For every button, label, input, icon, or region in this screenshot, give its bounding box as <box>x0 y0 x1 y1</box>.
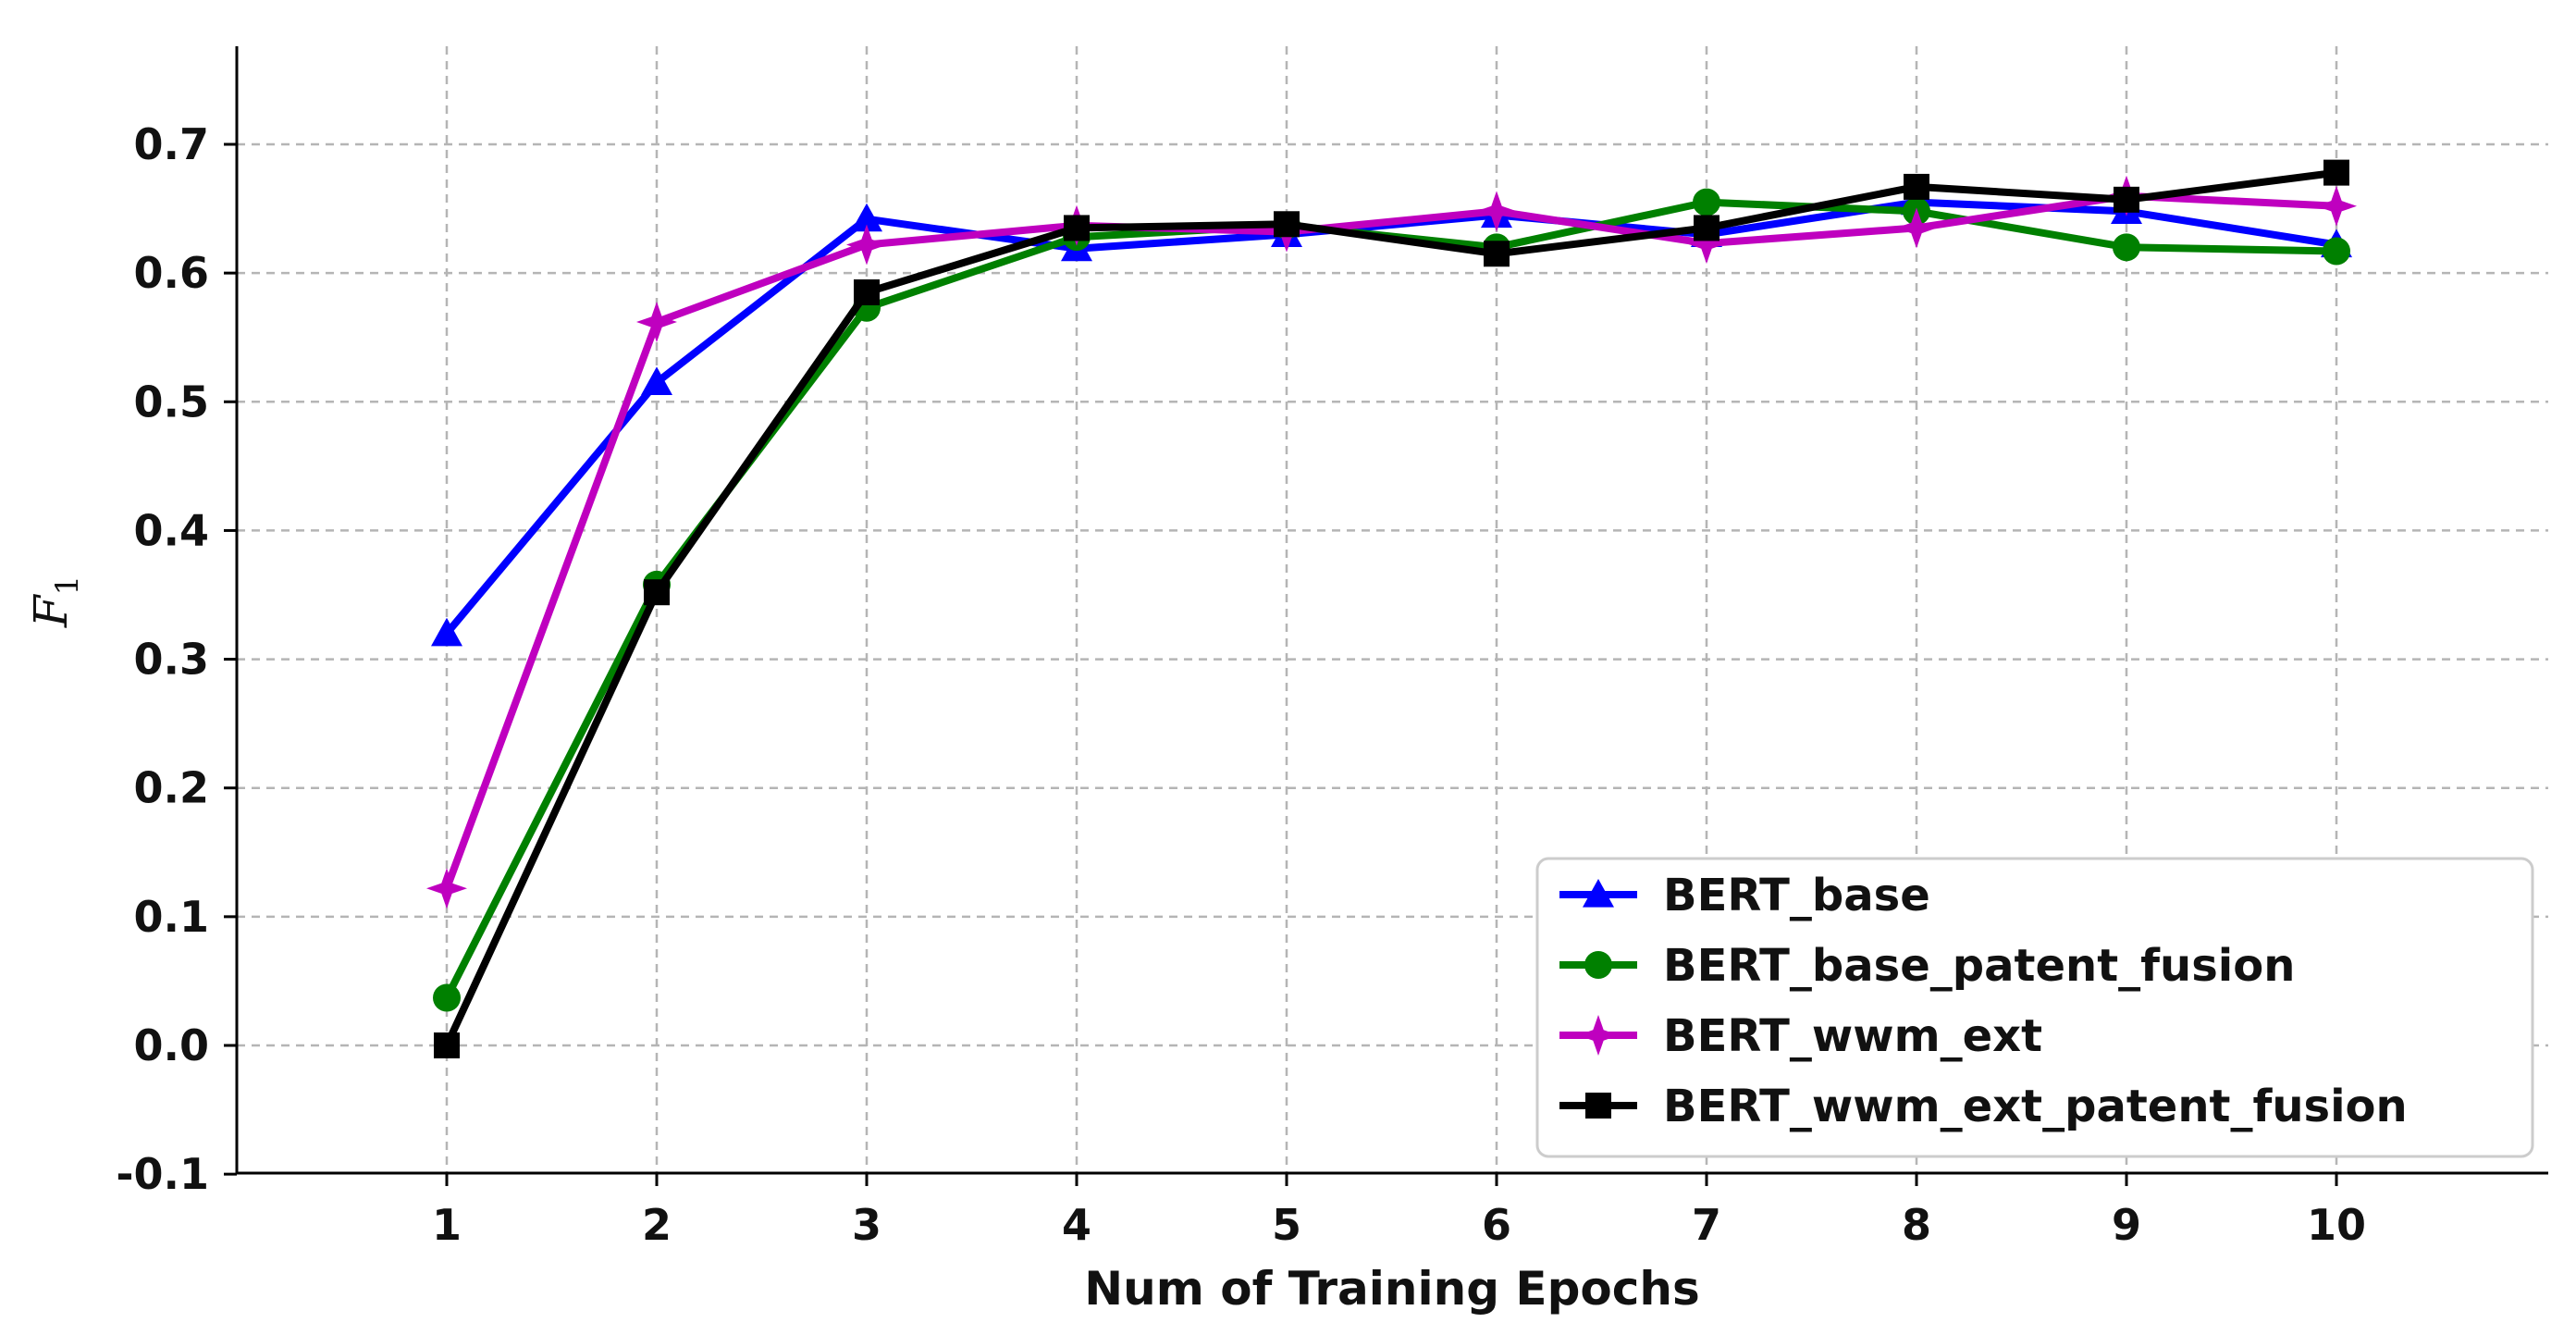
y-tick-label: -0.1 <box>116 1149 209 1199</box>
legend-label: BERT_base <box>1663 870 1930 921</box>
star-marker <box>1686 223 1727 265</box>
x-tick-label: 9 <box>2112 1200 2141 1250</box>
legend-entry: BERT_wwm_ext_patent_fusion <box>1559 1081 2408 1132</box>
y-tick-label: 0.7 <box>134 119 210 169</box>
circle-marker <box>2113 233 2140 262</box>
star-marker <box>636 302 677 342</box>
legend-label: BERT_base_patent_fusion <box>1663 940 2295 992</box>
square-marker <box>644 579 670 606</box>
y-tick-label: 0.6 <box>134 248 210 298</box>
x-tick-label: 6 <box>1482 1200 1511 1250</box>
series <box>426 159 2357 1058</box>
series-bert-wwm-ext-patent-fusion <box>434 159 2349 1058</box>
y-tick-label: 0.2 <box>134 763 210 813</box>
y-axis-title-subscript: 1 <box>49 575 86 596</box>
x-tick-label: 4 <box>1062 1200 1091 1250</box>
square-marker <box>1064 215 1090 241</box>
series-line <box>443 168 2337 1047</box>
star-marker <box>2316 185 2357 227</box>
triangle-marker <box>851 203 882 232</box>
square-marker <box>1694 215 1719 241</box>
square-marker <box>854 279 880 306</box>
legend: BERT_base BERT_base_patent_fusion BERT_wwm… <box>1535 857 2534 1158</box>
square-marker <box>1904 173 1929 200</box>
series-bert-base <box>431 186 2352 647</box>
x-tick-label: 3 <box>852 1200 881 1250</box>
x-axis-title: Num of Training Epochs <box>1084 1262 1699 1316</box>
circle-marker <box>1584 951 1612 979</box>
square-marker <box>1484 241 1510 267</box>
star-marker <box>846 224 887 266</box>
triangle-marker <box>1583 879 1614 908</box>
square-marker <box>434 1032 460 1058</box>
y-axis-title-main: F <box>24 593 78 628</box>
square-marker <box>2323 159 2349 186</box>
legend-entry: BERT_base <box>1559 870 1930 921</box>
square-marker <box>1585 1093 1611 1119</box>
star-marker <box>1896 207 1937 249</box>
circle-marker <box>2323 237 2350 266</box>
y-axis-title: F1 <box>24 575 86 628</box>
square-marker <box>1274 211 1300 238</box>
y-tick-label: 0.5 <box>134 377 210 426</box>
square-marker <box>2114 186 2139 213</box>
circle-marker <box>433 983 461 1012</box>
x-tick-label: 5 <box>1272 1200 1301 1250</box>
star-marker <box>426 868 467 909</box>
x-tick-label: 10 <box>2307 1200 2366 1250</box>
tick-labels: 1 2 3 4 5 6 7 8 9 10 -0.1 0.0 0.1 0.2 0.3 0.4 0.5 0.6 0.7 <box>116 119 2366 1250</box>
legend-frame <box>1535 857 2534 1158</box>
star-marker <box>1476 191 1517 232</box>
series-line <box>443 198 2337 637</box>
x-tick-label: 7 <box>1692 1200 1721 1250</box>
legend-label: BERT_wwm_ext <box>1663 1010 2042 1062</box>
axes <box>235 46 2548 1175</box>
y-tick-label: 0.3 <box>134 635 210 685</box>
y-tick-label: 0.0 <box>134 1020 210 1070</box>
legend-entry: BERT_base_patent_fusion <box>1559 940 2295 992</box>
x-tick-label: 1 <box>432 1200 462 1250</box>
circle-marker <box>1693 188 1720 216</box>
series-line <box>443 192 2337 890</box>
y-tick-label: 0.4 <box>134 505 210 555</box>
legend-label: BERT_wwm_ext_patent_fusion <box>1663 1081 2408 1132</box>
y-tick-label: 0.1 <box>134 892 210 942</box>
triangle-marker <box>641 366 672 396</box>
star-marker <box>1578 1015 1619 1056</box>
x-tick-label: 8 <box>1902 1200 1931 1250</box>
triangle-marker <box>431 617 462 647</box>
legend-entry: BERT_wwm_ext <box>1559 1010 2042 1062</box>
series-bert-wwm-ext <box>426 175 2357 909</box>
x-tick-label: 2 <box>642 1200 672 1250</box>
